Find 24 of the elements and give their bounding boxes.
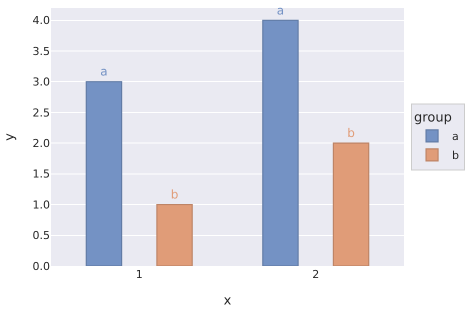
y-tick-label: 1.0: [32, 198, 50, 212]
legend-title: group: [414, 110, 452, 126]
bar: [86, 81, 122, 266]
data-label: b: [170, 188, 178, 202]
y-axis-title: y: [2, 132, 18, 141]
legend-label: a: [452, 130, 459, 144]
y-tick-label: 0.0: [32, 260, 50, 273]
data-label: a: [100, 64, 108, 79]
y-tick-label: 2.0: [32, 136, 50, 150]
y-tick-label: 3.5: [32, 44, 50, 58]
bar: [262, 20, 299, 266]
x-axis-title: x: [224, 294, 232, 309]
x-tick-label: 1: [136, 268, 143, 281]
y-tick-label: 2.5: [32, 106, 50, 120]
y-tick-label: 3.0: [32, 76, 50, 89]
y-tick-label: 4.0: [32, 14, 50, 28]
data-label: a: [276, 3, 284, 18]
data-label: b: [347, 126, 355, 140]
x-tick-label: 2: [312, 268, 320, 281]
y-tick-label: 1.5: [32, 168, 50, 181]
legend-label: b: [452, 149, 460, 162]
y-tick-label: 0.5: [32, 229, 50, 242]
bar: [332, 142, 370, 266]
bar: [156, 204, 193, 266]
